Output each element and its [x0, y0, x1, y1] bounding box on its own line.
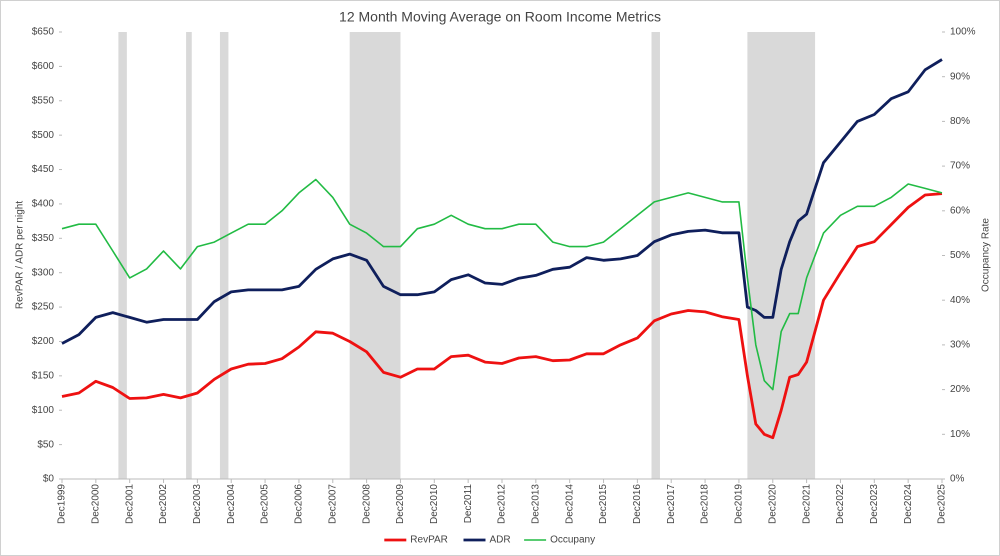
legend-label: ADR [490, 535, 511, 546]
y2-tick-label: 70% [950, 161, 970, 172]
x-tick-label: Dec2003 [192, 484, 203, 524]
y2-tick-label: 20% [950, 384, 970, 395]
x-tick-label: Dec2011 [463, 484, 474, 524]
y-tick-label: $350 [32, 233, 55, 244]
shaded-period [118, 32, 127, 479]
y-tick-label: $300 [32, 267, 55, 278]
y2-axis-title: Occupancy Rate [981, 218, 992, 292]
x-tick-label: Dec2001 [124, 484, 135, 524]
shaded-period [349, 32, 401, 479]
x-tick-label: Dec2005 [260, 484, 271, 524]
x-tick-label: Dec2009 [395, 484, 406, 524]
shaded-period [186, 32, 192, 479]
legend-label: Occupany [550, 535, 595, 546]
y-tick-label: $550 [32, 95, 55, 106]
y-tick-label: $650 [32, 27, 55, 38]
series-line [61, 192, 943, 440]
x-tick-label: Dec2025 [937, 484, 948, 524]
y-tick-label: $0 [43, 474, 55, 485]
y2-tick-label: 0% [950, 474, 965, 485]
y2-tick-label: 10% [950, 429, 970, 440]
chart-title: 12 Month Moving Average on Room Income M… [339, 9, 661, 25]
shaded-period [651, 32, 660, 479]
x-tick-label: Dec2020 [767, 484, 778, 524]
y2-tick-label: 50% [950, 250, 970, 261]
x-tick-label: Dec2023 [869, 484, 880, 524]
x-tick-label: Dec2002 [158, 484, 169, 524]
x-tick-label: Dec2007 [327, 484, 338, 524]
x-tick-label: Dec2010 [429, 484, 440, 524]
y2-tick-label: 100% [950, 27, 976, 38]
y-tick-label: $50 [37, 439, 54, 450]
x-tick-label: Dec2004 [226, 484, 237, 524]
y-tick-label: $400 [32, 199, 55, 210]
x-tick-label: Dec2022 [835, 484, 846, 524]
y-tick-label: $150 [32, 370, 55, 381]
x-tick-label: Dec2018 [700, 484, 711, 524]
x-tick-label: Dec2024 [903, 484, 914, 524]
x-tick-label: Dec2019 [734, 484, 745, 524]
x-tick-label: Dec2021 [801, 484, 812, 524]
y2-tick-label: 80% [950, 116, 970, 127]
x-tick-label: Dec2012 [497, 484, 508, 524]
y-tick-label: $500 [32, 130, 55, 141]
legend-label: RevPAR [410, 535, 448, 546]
series-line [61, 58, 943, 345]
x-tick-label: Dec2017 [666, 484, 677, 524]
y-tick-label: $250 [32, 302, 55, 313]
x-tick-label: Dec2015 [598, 484, 609, 524]
y-tick-label: $450 [32, 164, 55, 175]
series-line [61, 178, 943, 391]
x-tick-label: Dec1999 [57, 484, 68, 524]
x-tick-label: Dec2008 [361, 484, 372, 524]
y2-tick-label: 30% [950, 340, 970, 351]
x-tick-label: Dec2000 [90, 484, 101, 524]
x-tick-label: Dec2016 [632, 484, 643, 524]
y-tick-label: $200 [32, 336, 55, 347]
shaded-period [219, 32, 229, 479]
y-axis-title: RevPAR / ADR per night [15, 201, 26, 309]
x-tick-label: Dec2006 [294, 484, 305, 524]
x-tick-label: Dec2014 [564, 484, 575, 524]
y-tick-label: $100 [32, 405, 55, 416]
y2-tick-label: 40% [950, 295, 970, 306]
y2-tick-label: 60% [950, 205, 970, 216]
y2-tick-label: 90% [950, 71, 970, 82]
y-tick-label: $600 [32, 61, 55, 72]
x-tick-label: Dec2013 [530, 484, 541, 524]
